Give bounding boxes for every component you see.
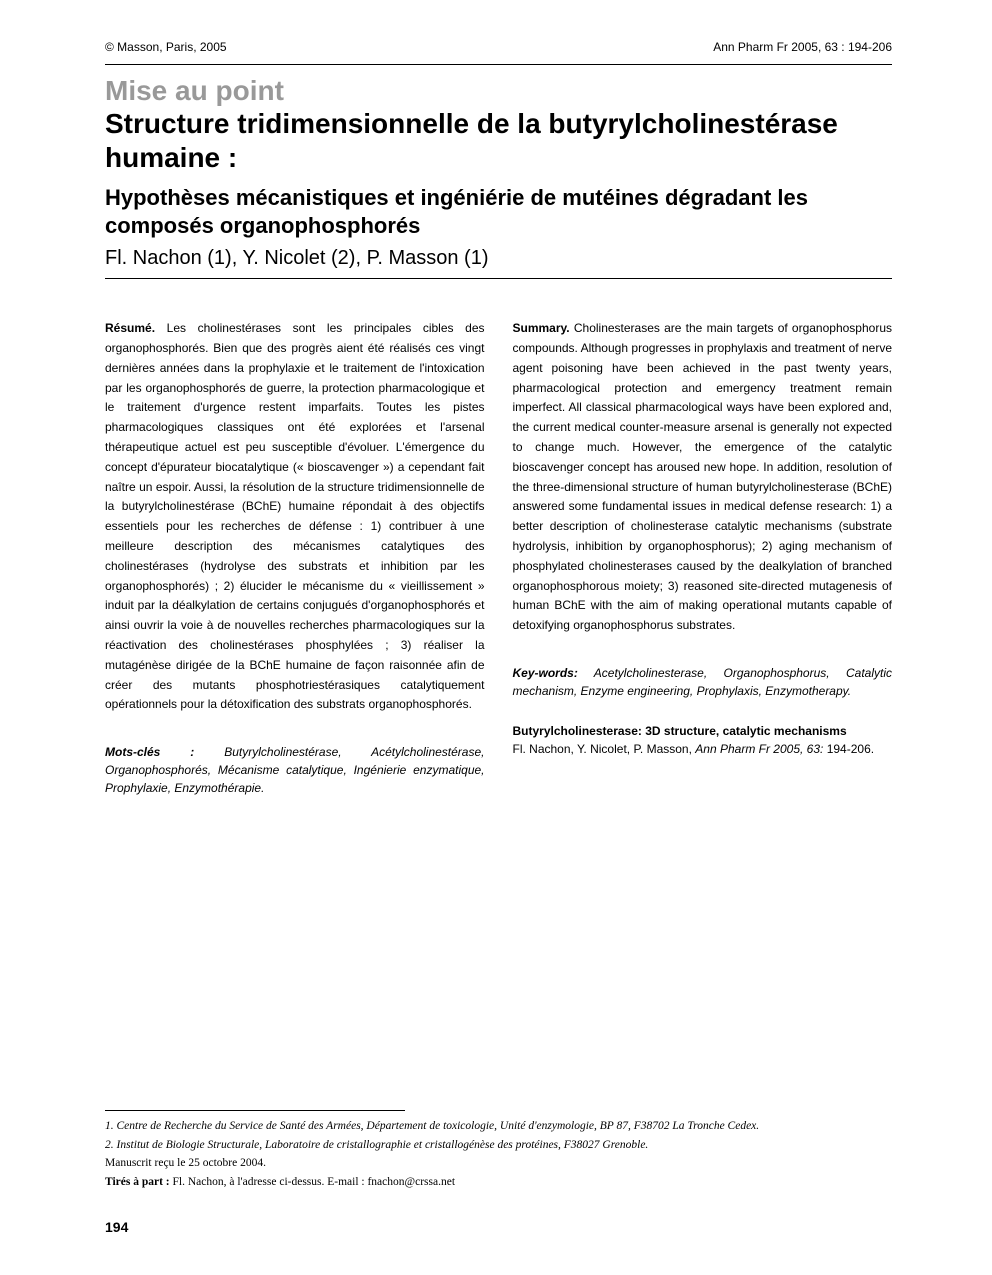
manuscript-received: Manuscrit reçu le 25 octobre 2004. <box>105 1154 892 1172</box>
footer-rule <box>105 1110 405 1111</box>
citation-authors: Fl. Nachon, Y. Nicolet, P. Masson, <box>513 742 692 756</box>
left-column: Résumé. Les cholinestérases sont les pri… <box>105 319 485 797</box>
page-number: 194 <box>105 1219 892 1235</box>
copyright: © Masson, Paris, 2005 <box>105 40 227 54</box>
journal-ref: Ann Pharm Fr 2005, 63 : 194-206 <box>713 40 892 54</box>
affiliation-2: 2. Institut de Biologie Structurale, Lab… <box>105 1136 892 1154</box>
article-subtitle: Hypothèses mécanistiques et ingéniérie d… <box>105 184 892 239</box>
title-rule <box>105 278 892 279</box>
article-type: Mise au point <box>105 75 892 107</box>
article-title: Structure tridimensionnelle de la butyry… <box>105 107 892 174</box>
citation-pages: 194-206. <box>827 742 874 756</box>
article-authors: Fl. Nachon (1), Y. Nicolet (2), P. Masso… <box>105 247 892 270</box>
citation-journal: Ann Pharm Fr 2005, 63: <box>695 742 823 756</box>
resume-label: Résumé. <box>105 321 155 335</box>
mots-cles-label: Mots-clés : <box>105 745 194 759</box>
reprints: Tirés à part : Fl. Nachon, à l'adresse c… <box>105 1173 892 1191</box>
summary-label: Summary. <box>513 321 570 335</box>
citation-block: Butyrylcholinesterase: 3D structure, cat… <box>513 722 893 758</box>
citation-title: Butyrylcholinesterase: 3D structure, cat… <box>513 724 847 738</box>
resume-body: Les cholinestérases sont les principales… <box>105 321 485 711</box>
mots-cles: Mots-clés : Butyrylcholinestérase, Acéty… <box>105 743 485 797</box>
reprints-label: Tirés à part : <box>105 1176 170 1188</box>
keywords-label: Key-words: <box>513 666 578 680</box>
keywords: Key-words: Acetylcholinesterase, Organop… <box>513 664 893 700</box>
summary-paragraph: Summary. Cholinesterases are the main ta… <box>513 319 893 636</box>
summary-body: Cholinesterases are the main targets of … <box>513 321 893 632</box>
reprints-body: Fl. Nachon, à l'adresse ci-dessus. E-mai… <box>173 1176 456 1188</box>
affiliation-1: 1. Centre de Recherche du Service de San… <box>105 1117 892 1135</box>
resume-paragraph: Résumé. Les cholinestérases sont les pri… <box>105 319 485 715</box>
header-rule <box>105 64 892 65</box>
right-column: Summary. Cholinesterases are the main ta… <box>513 319 893 797</box>
